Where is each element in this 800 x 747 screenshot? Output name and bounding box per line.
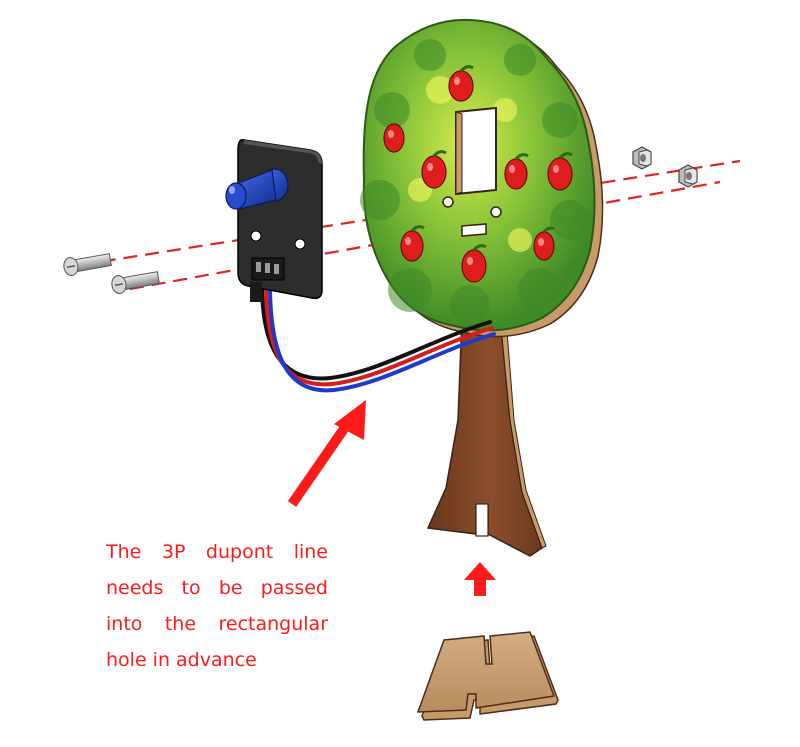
instruction-text: The 3P dupont line needs to be passed in…	[106, 541, 328, 671]
nut-icon	[678, 164, 698, 188]
screw-icon	[63, 253, 112, 276]
arrow-icon	[464, 562, 496, 596]
apple-icon	[421, 150, 447, 189]
nut-icon	[632, 146, 652, 170]
tree-trunk	[426, 315, 547, 557]
arrow-icon	[287, 400, 366, 507]
apple-icon	[533, 226, 555, 261]
apples	[383, 65, 573, 283]
led-module	[225, 138, 323, 302]
apple-icon	[400, 225, 425, 262]
apple-icon	[547, 152, 573, 191]
apple-icon	[448, 65, 474, 102]
screw-icon	[111, 271, 160, 294]
apple-icon	[461, 244, 487, 283]
wooden-base	[416, 631, 559, 721]
apple-icon	[383, 123, 405, 153]
dupont-cable	[260, 282, 496, 393]
apple-icon	[504, 153, 529, 190]
blue-led	[225, 168, 289, 210]
